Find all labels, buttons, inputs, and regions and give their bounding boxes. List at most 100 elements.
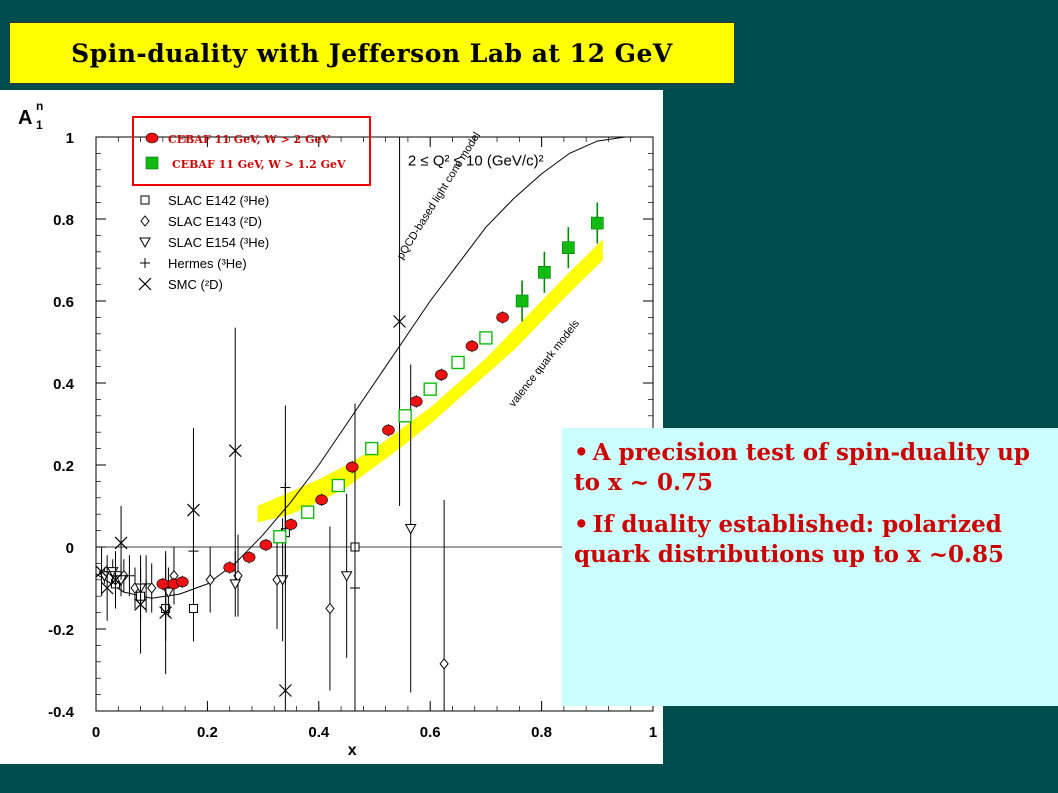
data-point — [134, 597, 147, 611]
data-point — [205, 573, 215, 586]
data-point — [562, 241, 575, 254]
data-point — [465, 340, 479, 352]
x-tick-label: 1 — [649, 724, 657, 741]
marker-shape — [228, 444, 242, 458]
marker-shape — [259, 539, 273, 551]
marker-shape — [404, 524, 417, 535]
marker-shape — [365, 441, 379, 456]
legend-label: SMC (²D) — [168, 277, 223, 292]
data-point — [228, 444, 242, 458]
x-tick-label: 0.2 — [197, 724, 218, 741]
y-tick-label: 0.4 — [53, 376, 75, 393]
data-point — [114, 536, 128, 550]
marker-shape — [439, 658, 449, 670]
asymmetry-chart: -0.4-0.200.20.40.60.810 0.2 0.4 0.6 0.8 1A 1nx… — [18, 99, 657, 759]
summary-box: • A precision test of spin-duality up to … — [562, 428, 1058, 706]
marker-shape — [141, 578, 152, 589]
data-point — [147, 582, 157, 594]
marker-shape — [134, 597, 147, 611]
bullet-dot-icon: • — [574, 511, 589, 538]
marker-shape — [187, 503, 200, 517]
legend-marker — [140, 195, 150, 205]
y-axis-label: A — [18, 107, 32, 129]
data-point — [350, 583, 361, 593]
marker-shape — [139, 237, 151, 249]
marker-shape — [496, 312, 509, 323]
marker-shape — [398, 409, 412, 423]
marker-shape — [451, 355, 465, 370]
bullet-item: • A precision test of spin-duality up to … — [574, 438, 1044, 498]
slide-title-box: Spin-duality with Jefferson Lab at 12 Ge… — [9, 22, 735, 84]
y-axis-label-sub: 1 — [36, 118, 43, 132]
legend-highlight-box — [132, 116, 371, 186]
y-tick-label: 0.8 — [53, 212, 74, 229]
marker-shape — [331, 478, 345, 493]
marker-shape — [393, 315, 406, 328]
marker-shape — [124, 570, 135, 581]
marker-shape — [273, 530, 287, 544]
marker-shape — [350, 583, 361, 593]
marker-shape — [242, 551, 256, 563]
q2-range-label: 2 ≤ Q² ≤ 10 (GeV/c)² — [408, 153, 544, 170]
marker-shape — [109, 573, 122, 587]
legend-label: SLAC E154 (³He) — [168, 235, 269, 250]
data-point — [229, 579, 242, 590]
marker-shape — [315, 494, 328, 506]
marker-shape — [140, 195, 150, 205]
plot-panel: -0.4 -0.2 0 0.2 0.4 0.6 0.8 1 0 0.2 0.4 0.6 0.8 1 A 1 n x… — [0, 90, 663, 764]
marker-shape — [176, 576, 189, 588]
legend-label: SLAC E143 (²D) — [168, 214, 262, 229]
data-point — [439, 658, 449, 670]
marker-shape — [340, 571, 353, 582]
data-point — [188, 604, 198, 613]
marker-shape — [479, 331, 493, 345]
x-tick-label: 0.8 — [531, 724, 552, 741]
data-point — [479, 331, 493, 345]
data-point — [404, 524, 417, 535]
y-tick-label: 0 — [66, 540, 74, 557]
data-point — [124, 570, 135, 581]
marker-shape — [382, 424, 395, 436]
data-point — [340, 571, 353, 582]
marker-shape — [145, 132, 159, 144]
slide-title: Spin-duality with Jefferson Lab at 12 Ge… — [71, 38, 673, 68]
data-point — [325, 602, 335, 615]
marker-shape — [229, 579, 242, 590]
y-tick-label: -0.2 — [48, 622, 74, 639]
marker-shape — [590, 216, 604, 230]
x-tick-label: 0 — [92, 724, 100, 741]
data-point — [590, 216, 604, 230]
x-tick-label: 0.4 — [308, 724, 330, 741]
legend-label: SLAC E142 (³He) — [168, 193, 269, 208]
legend-marker — [145, 156, 159, 170]
marker-shape — [95, 565, 108, 579]
marker-shape — [465, 340, 479, 352]
legend-marker — [138, 277, 152, 291]
pqcd-curve-label: pQCD-based light cone model — [395, 130, 483, 261]
data-point — [176, 576, 189, 588]
data-point — [156, 578, 170, 590]
marker-shape — [147, 582, 157, 594]
data-point — [365, 441, 379, 456]
data-point — [382, 424, 395, 436]
data-point — [159, 606, 173, 620]
data-point — [242, 551, 256, 563]
bullet-text: A precision test of spin-duality up to x… — [574, 439, 1030, 496]
marker-shape — [188, 604, 198, 613]
marker-shape — [325, 602, 335, 615]
marker-shape — [423, 382, 437, 396]
marker-shape — [140, 258, 150, 268]
marker-shape — [515, 294, 529, 308]
legend-marker — [140, 215, 150, 227]
marker-shape — [145, 156, 159, 170]
bullet-text: If duality established: polarized quark … — [574, 511, 1004, 568]
legend-label: CEBAF 11 GeV, W > 2 GeV — [168, 133, 331, 146]
data-point — [284, 519, 298, 530]
data-point — [538, 266, 551, 279]
data-point — [393, 315, 406, 328]
bullet-item: • If duality established: polarized quark… — [574, 510, 1044, 570]
bullet-dot-icon: • — [574, 439, 589, 466]
legend-marker — [139, 237, 151, 249]
plot-frame — [95, 136, 654, 712]
y-tick-label: 0.6 — [53, 294, 74, 311]
